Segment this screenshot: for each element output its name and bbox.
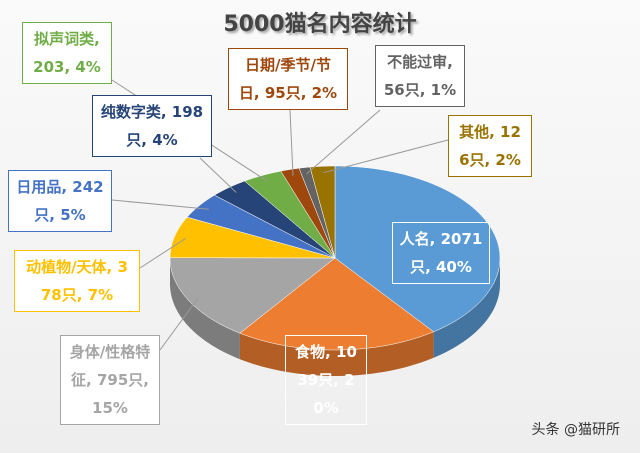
leader-line [159, 296, 200, 351]
leader-line [289, 109, 294, 176]
data-label: 其他, 126只, 2% [448, 115, 532, 177]
slice [169, 257, 336, 334]
slice [309, 165, 336, 259]
data-label: 纯数字类, 198只, 4% [92, 95, 212, 157]
slice [244, 170, 336, 259]
data-label: 人名, 2071只, 40% [392, 222, 490, 284]
watermark: 头条 @猫研所 [531, 422, 620, 438]
leader-line [199, 157, 237, 193]
data-label: 日用品, 242只, 5% [8, 170, 112, 232]
slice [213, 180, 336, 259]
slice [334, 165, 501, 333]
data-label: 食物, 1039只, 20% [285, 335, 367, 425]
slice-side [433, 258, 500, 358]
leader-line [323, 139, 449, 174]
data-label: 不能过审, 56只, 1% [375, 45, 465, 107]
slice [239, 257, 435, 351]
slice [169, 216, 336, 259]
slice-side [239, 331, 434, 376]
slice [186, 194, 336, 259]
leader-line [306, 109, 381, 175]
data-label: 动植物/天体, 378只, 7% [14, 250, 140, 312]
leader-line [111, 199, 209, 210]
chart-title: 5000猫名内容统计 [223, 12, 417, 37]
data-label: 日期/季节/节日, 95只, 2% [228, 48, 348, 110]
slice-side [170, 258, 240, 360]
data-label: 身体/性格特征, 795只, 15% [60, 335, 160, 425]
data-label: 拟声词类, 203, 4% [22, 22, 112, 84]
leader-line [139, 237, 186, 269]
